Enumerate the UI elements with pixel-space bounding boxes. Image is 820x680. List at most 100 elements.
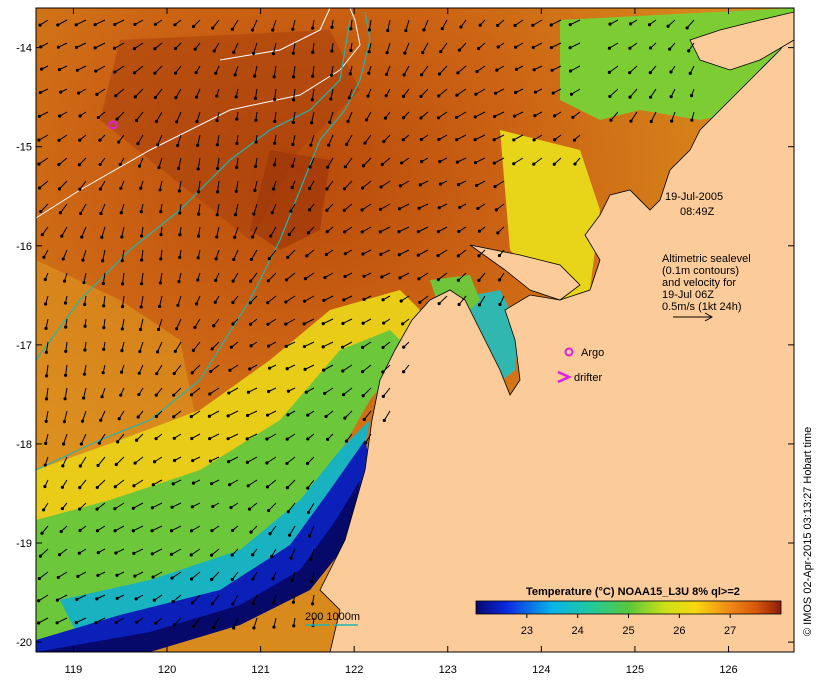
velocity-arrow xyxy=(273,65,277,77)
velocity-arrow-head xyxy=(533,114,537,118)
velocity-arrow xyxy=(438,272,448,281)
velocity-arrow-head xyxy=(382,418,386,422)
velocity-arrow-head xyxy=(208,392,212,396)
velocity-arrow-head xyxy=(287,232,291,237)
velocity-arrow-head xyxy=(291,75,296,79)
velocity-arrow-head xyxy=(136,415,140,419)
velocity-arrow-head xyxy=(265,461,269,465)
velocity-arrow xyxy=(312,65,315,77)
velocity-arrow xyxy=(197,134,201,146)
velocity-arrow-head xyxy=(190,505,194,509)
velocity-arrow xyxy=(671,111,676,122)
velocity-arrow-head xyxy=(232,257,236,262)
velocity-arrow-head xyxy=(286,510,290,514)
velocity-arrow-head xyxy=(38,554,43,558)
velocity-arrow-head xyxy=(310,580,314,584)
velocity-arrow xyxy=(269,525,277,535)
velocity-arrow xyxy=(267,318,277,325)
velocity-arrow-head xyxy=(384,72,389,76)
velocity-arrow xyxy=(134,65,144,74)
velocity-arrow xyxy=(363,410,372,420)
velocity-arrow-head xyxy=(381,370,385,374)
velocity-arrow-head xyxy=(311,50,315,54)
velocity-arrow-head xyxy=(82,280,86,285)
land-mass xyxy=(319,8,794,652)
velocity-arrow-head xyxy=(154,119,159,124)
velocity-arrow-head xyxy=(254,140,258,144)
velocity-arrow xyxy=(304,364,315,370)
velocity-arrow-head xyxy=(254,164,258,168)
velocity-arrow xyxy=(533,157,543,165)
velocity-arrow-head xyxy=(44,326,48,330)
velocity-arrow-head xyxy=(118,162,122,167)
velocity-arrow-head xyxy=(347,96,351,100)
velocity-arrow xyxy=(247,410,258,416)
velocity-arrow xyxy=(438,111,448,119)
velocity-arrow-head xyxy=(381,298,385,302)
velocity-arrow-head xyxy=(172,623,177,627)
velocity-arrow xyxy=(456,88,467,96)
velocity-arrow-head xyxy=(169,529,174,533)
velocity-arrow-head xyxy=(608,22,612,26)
velocity-arrow-head xyxy=(440,27,444,31)
velocity-arrow xyxy=(380,180,391,188)
velocity-arrow-head xyxy=(421,51,425,55)
velocity-arrow-head xyxy=(213,300,217,304)
velocity-arrow-head xyxy=(150,506,155,510)
velocity-arrow xyxy=(45,433,49,444)
velocity-arrow-head xyxy=(226,414,230,418)
velocity-arrow-head xyxy=(323,391,327,396)
velocity-arrow xyxy=(79,479,87,488)
velocity-arrow xyxy=(233,617,239,629)
velocity-arrow-head xyxy=(151,483,155,487)
velocity-arrow-head xyxy=(230,553,234,557)
velocity-arrow-head xyxy=(178,233,182,237)
velocity-arrow-head xyxy=(196,143,200,148)
velocity-arrow-head xyxy=(532,162,536,166)
velocity-arrow-head xyxy=(476,206,480,211)
velocity-arrow xyxy=(100,203,106,214)
velocity-arrow xyxy=(79,180,87,190)
velocity-arrow-head xyxy=(324,414,328,419)
velocity-arrow-head xyxy=(345,142,349,146)
velocity-arrow-head xyxy=(58,114,62,118)
velocity-arrow-head xyxy=(55,598,60,602)
velocity-arrow xyxy=(133,525,144,532)
velocity-arrow-head xyxy=(63,301,68,305)
velocity-arrow-head xyxy=(114,551,118,555)
velocity-arrow xyxy=(95,617,106,623)
velocity-arrow-head xyxy=(403,51,407,55)
velocity-arrow-head xyxy=(418,300,422,304)
velocity-arrow-head xyxy=(568,23,572,27)
velocity-arrow-head xyxy=(473,138,477,142)
velocity-arrow-head xyxy=(532,68,536,72)
velocity-arrow-head xyxy=(63,373,68,377)
velocity-arrow-head xyxy=(172,415,176,419)
velocity-arrow-head xyxy=(291,51,295,55)
velocity-arrow-head xyxy=(329,97,333,101)
velocity-arrow-head xyxy=(251,553,255,557)
velocity-arrow-head xyxy=(37,621,41,625)
velocity-arrow xyxy=(174,341,182,352)
velocity-arrow-head xyxy=(231,279,235,283)
velocity-arrow xyxy=(155,88,163,98)
velocity-arrow-head xyxy=(628,71,632,75)
velocity-arrow-head xyxy=(383,116,388,120)
velocity-arrow-head xyxy=(474,183,479,188)
velocity-arrow-head xyxy=(113,70,117,74)
velocity-arrow xyxy=(267,295,277,303)
velocity-arrow-head xyxy=(195,119,199,124)
velocity-arrow-head xyxy=(211,625,216,630)
velocity-arrow-head xyxy=(189,529,194,533)
velocity-arrow xyxy=(382,387,391,397)
velocity-arrow-head xyxy=(310,602,315,606)
velocity-arrow-head xyxy=(343,274,347,279)
velocity-arrow-head xyxy=(247,507,252,511)
colorbar-ticks: 23 24 25 26 27 xyxy=(521,614,736,637)
velocity-arrow-head xyxy=(325,208,329,212)
velocity-arrow-head xyxy=(44,350,48,354)
velocity-arrow-head xyxy=(384,94,388,98)
velocity-arrow-head xyxy=(649,119,653,124)
velocity-arrow-head xyxy=(473,160,478,165)
velocity-arrow xyxy=(570,19,581,26)
